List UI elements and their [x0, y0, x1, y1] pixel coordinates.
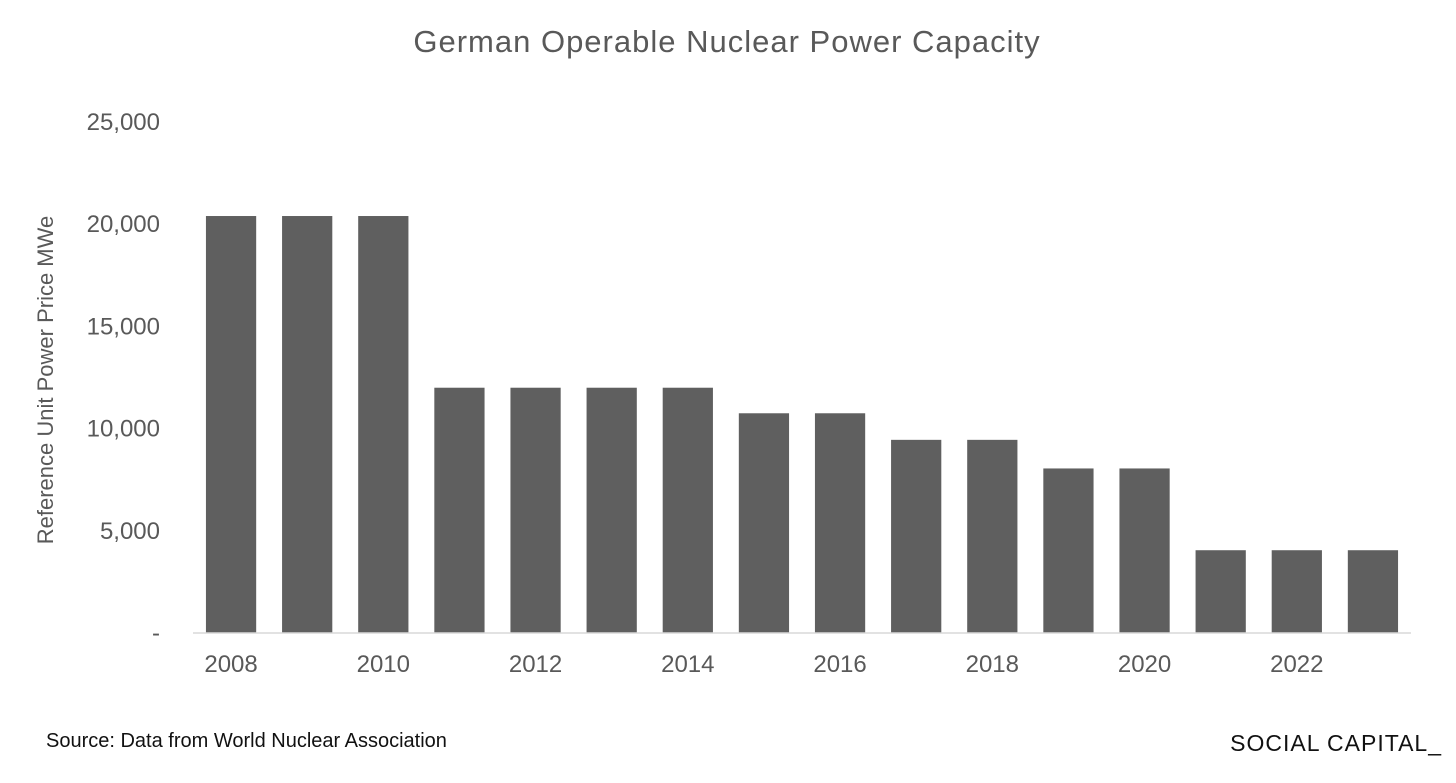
- bar-2017: [891, 439, 942, 633]
- bars-group: [205, 216, 1399, 634]
- bar-2011: [434, 387, 485, 633]
- bar-2013: [586, 387, 637, 633]
- y-tick-label: 25,000: [87, 109, 160, 136]
- bar-2020: [1119, 468, 1170, 633]
- x-tick-label: 2018: [966, 651, 1019, 678]
- bar-2016: [814, 413, 866, 633]
- bar-2008: [205, 216, 257, 634]
- x-tick-label: 2016: [813, 651, 866, 678]
- x-tick-label: 2008: [204, 651, 257, 678]
- bar-2009: [282, 216, 333, 634]
- x-axis-ticks: 2008 2010 2012 2014 2016 2018 2020 2022: [204, 651, 1323, 678]
- x-tick-label: 2014: [661, 651, 714, 678]
- x-tick-label: 2010: [357, 651, 410, 678]
- bar-2018: [967, 439, 1018, 633]
- y-tick-label: 10,000: [87, 416, 160, 443]
- bar-2023: [1347, 550, 1399, 633]
- bar-2021: [1195, 550, 1246, 633]
- chart-title: German Operable Nuclear Power Capacity: [413, 24, 1040, 59]
- bar-2019: [1043, 468, 1094, 633]
- y-axis-label: Reference Unit Power Price MWe: [33, 216, 58, 545]
- y-axis-ticks: - 5,000 10,000 15,000 20,000 25,000: [87, 109, 160, 647]
- source-note: Source: Data from World Nuclear Associat…: [46, 730, 447, 752]
- y-tick-label: 20,000: [87, 211, 160, 238]
- bar-2015: [738, 413, 790, 633]
- x-tick-label: 2022: [1270, 651, 1323, 678]
- x-tick-label: 2012: [509, 651, 562, 678]
- y-tick-label: -: [152, 620, 160, 647]
- y-tick-label: 15,000: [87, 313, 160, 340]
- bar-2010: [358, 216, 409, 634]
- bar-2014: [662, 387, 713, 633]
- bar-2022: [1271, 550, 1322, 633]
- brand-logo: SOCIAL CAPITAL_: [1230, 730, 1442, 756]
- x-tick-label: 2020: [1118, 651, 1171, 678]
- bar-2012: [510, 387, 561, 633]
- y-tick-label: 5,000: [100, 518, 160, 545]
